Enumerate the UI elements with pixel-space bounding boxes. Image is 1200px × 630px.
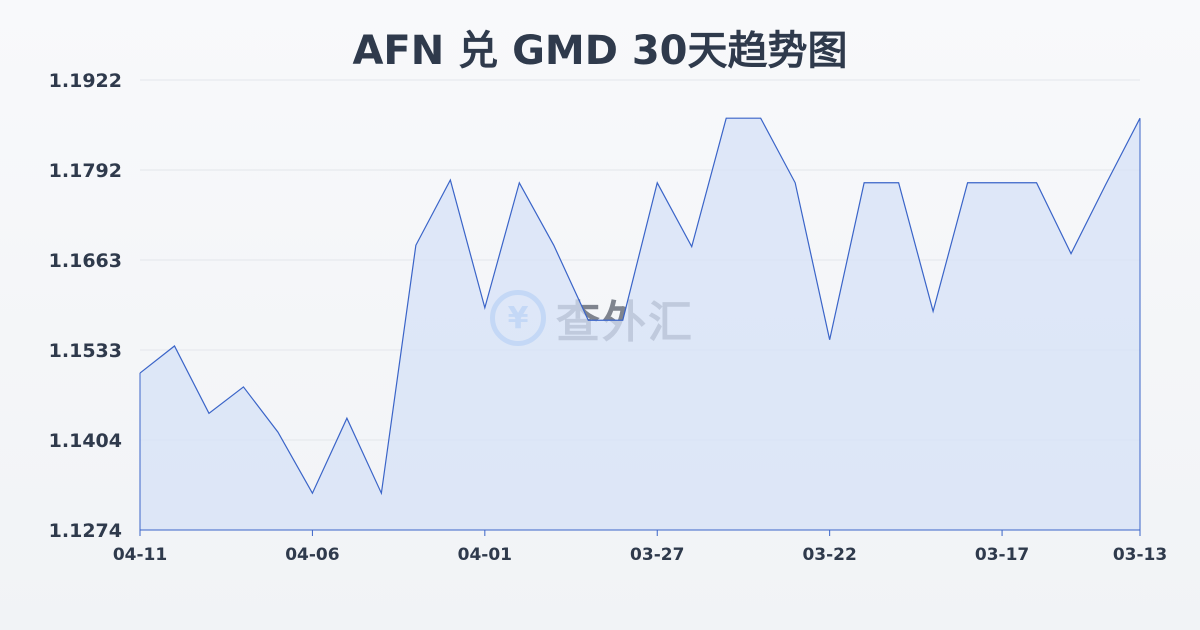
x-tick-label: 03-22: [802, 545, 856, 565]
area-fill: [140, 118, 1140, 530]
y-tick-label: 1.1792: [49, 160, 122, 182]
series-line: [139, 117, 1141, 496]
x-tick-label: 04-01: [458, 545, 512, 565]
x-tick-label: 03-13: [1113, 545, 1167, 565]
x-tick-label: 03-17: [975, 545, 1029, 565]
x-tick-label: 04-11: [113, 545, 167, 565]
y-tick-label: 1.1274: [49, 520, 122, 542]
x-tick-label: 03-27: [630, 545, 684, 565]
y-tick-label: 1.1533: [49, 340, 122, 362]
x-tick-label: 04-06: [285, 545, 339, 565]
y-tick-label: 1.1404: [49, 430, 122, 452]
y-tick-label: 1.1922: [49, 70, 122, 92]
y-tick-label: 1.1663: [49, 250, 122, 272]
chart-title: AFN 兑 GMD 30天趋势图: [352, 28, 848, 74]
